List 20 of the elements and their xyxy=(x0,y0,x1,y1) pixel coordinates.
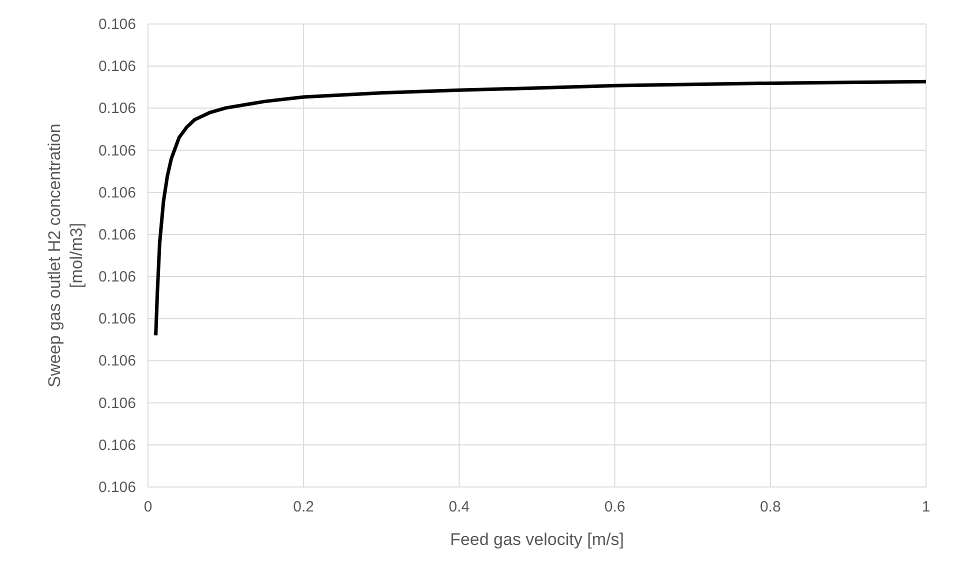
x-tick-label: 0.6 xyxy=(604,498,626,516)
y-axis-title: Sweep gas outlet H2 concentration [mol/m3] xyxy=(45,124,86,388)
text: 0.106 xyxy=(98,58,136,76)
text: 0.106 xyxy=(98,436,136,454)
text: 0.106 xyxy=(98,479,136,496)
text: 0.106 xyxy=(98,352,136,370)
x-tick-label: 0 xyxy=(144,498,152,516)
text: 0.106 xyxy=(98,100,136,118)
x-axis-title: Feed gas velocity [m/s] xyxy=(450,530,624,549)
text: 0.106 xyxy=(98,184,136,202)
text: 0.106 xyxy=(98,394,136,412)
text: 0.106 xyxy=(98,16,136,33)
text: 0.106 xyxy=(98,142,136,160)
text: 0.106 xyxy=(98,226,136,244)
x-tick-label: 0.8 xyxy=(760,498,781,516)
x-tick-label: 0.2 xyxy=(293,498,314,516)
x-tick-label: 0.4 xyxy=(448,498,470,516)
x-tick-label: 1 xyxy=(922,498,930,516)
text: 0.106 xyxy=(98,268,136,286)
text: 0.106 xyxy=(98,310,136,328)
